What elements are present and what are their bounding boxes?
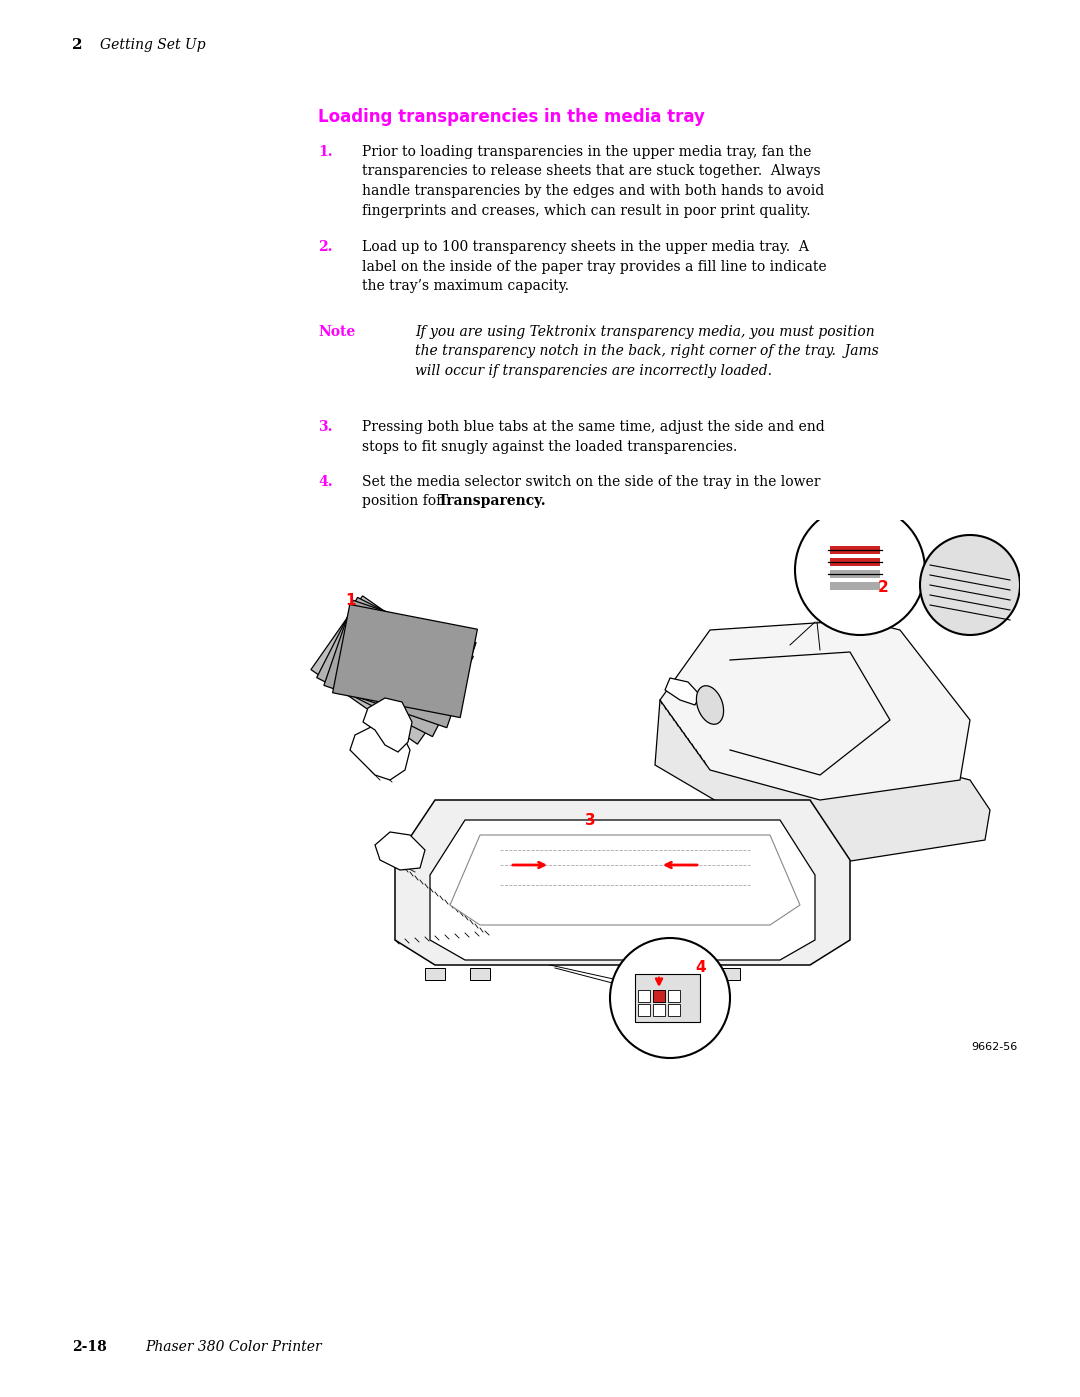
Polygon shape <box>316 598 473 736</box>
Bar <box>638 1004 650 1016</box>
Text: label on the inside of the paper tray provides a fill line to indicate: label on the inside of the paper tray pr… <box>362 260 826 274</box>
Polygon shape <box>665 678 700 705</box>
Bar <box>470 968 490 981</box>
Bar <box>635 974 700 1023</box>
Polygon shape <box>363 698 411 752</box>
Text: 2-18: 2-18 <box>72 1340 107 1354</box>
Text: Set the media selector switch on the side of the tray in the lower: Set the media selector switch on the sid… <box>362 475 821 489</box>
Bar <box>831 557 880 566</box>
Polygon shape <box>430 820 815 960</box>
Ellipse shape <box>697 686 724 724</box>
Text: transparencies to release sheets that are stuck together.  Always: transparencies to release sheets that ar… <box>362 165 821 179</box>
Text: position for: position for <box>362 495 447 509</box>
Text: Note: Note <box>318 326 355 339</box>
Polygon shape <box>660 620 970 800</box>
Text: Transparency.: Transparency. <box>438 495 546 509</box>
Polygon shape <box>311 597 469 745</box>
Bar <box>653 990 665 1002</box>
Text: Getting Set Up: Getting Set Up <box>100 38 205 52</box>
Text: 3.: 3. <box>318 420 333 434</box>
Text: 4: 4 <box>696 960 705 975</box>
Text: Phaser 380 Color Printer: Phaser 380 Color Printer <box>145 1340 322 1354</box>
Text: handle transparencies by the edges and with both hands to avoid: handle transparencies by the edges and w… <box>362 184 824 198</box>
Text: will occur if transparencies are incorrectly loaded.: will occur if transparencies are incorre… <box>415 365 772 379</box>
Polygon shape <box>395 800 850 965</box>
Bar <box>720 968 740 981</box>
Text: fingerprints and creases, which can result in poor print quality.: fingerprints and creases, which can resu… <box>362 204 810 218</box>
Text: 4.: 4. <box>318 475 333 489</box>
Bar <box>638 990 650 1002</box>
Text: 1.: 1. <box>318 145 333 159</box>
Text: 2: 2 <box>878 580 889 595</box>
Circle shape <box>610 937 730 1058</box>
Bar <box>426 968 445 981</box>
Bar <box>831 583 880 590</box>
Text: 3: 3 <box>585 813 596 828</box>
Polygon shape <box>375 833 426 870</box>
Text: If you are using Tektronix transparency media, you must position: If you are using Tektronix transparency … <box>415 326 875 339</box>
Text: 2: 2 <box>72 38 82 52</box>
Circle shape <box>795 504 924 636</box>
Text: stops to fit snugly against the loaded transparencies.: stops to fit snugly against the loaded t… <box>362 440 738 454</box>
Text: 2.: 2. <box>318 240 333 254</box>
Text: Pressing both blue tabs at the same time, adjust the side and end: Pressing both blue tabs at the same time… <box>362 420 825 434</box>
Polygon shape <box>350 725 410 780</box>
Bar <box>831 570 880 578</box>
Text: the tray’s maximum capacity.: the tray’s maximum capacity. <box>362 279 569 293</box>
Polygon shape <box>654 700 990 865</box>
Polygon shape <box>450 835 800 925</box>
Bar <box>669 1004 680 1016</box>
Bar <box>653 990 665 1002</box>
Bar <box>831 546 880 555</box>
Bar <box>669 990 680 1002</box>
Text: the transparency notch in the back, right corner of the tray.  Jams: the transparency notch in the back, righ… <box>415 345 879 359</box>
Bar <box>670 968 690 981</box>
Text: 1: 1 <box>345 592 355 608</box>
Circle shape <box>920 535 1020 636</box>
Bar <box>653 1004 665 1016</box>
Text: Prior to loading transparencies in the upper media tray, fan the: Prior to loading transparencies in the u… <box>362 145 811 159</box>
Text: 9662-56: 9662-56 <box>972 1042 1018 1052</box>
Text: Loading transparencies in the media tray: Loading transparencies in the media tray <box>318 108 705 126</box>
Text: Load up to 100 transparency sheets in the upper media tray.  A: Load up to 100 transparency sheets in th… <box>362 240 809 254</box>
Polygon shape <box>324 601 476 728</box>
Polygon shape <box>333 605 477 718</box>
